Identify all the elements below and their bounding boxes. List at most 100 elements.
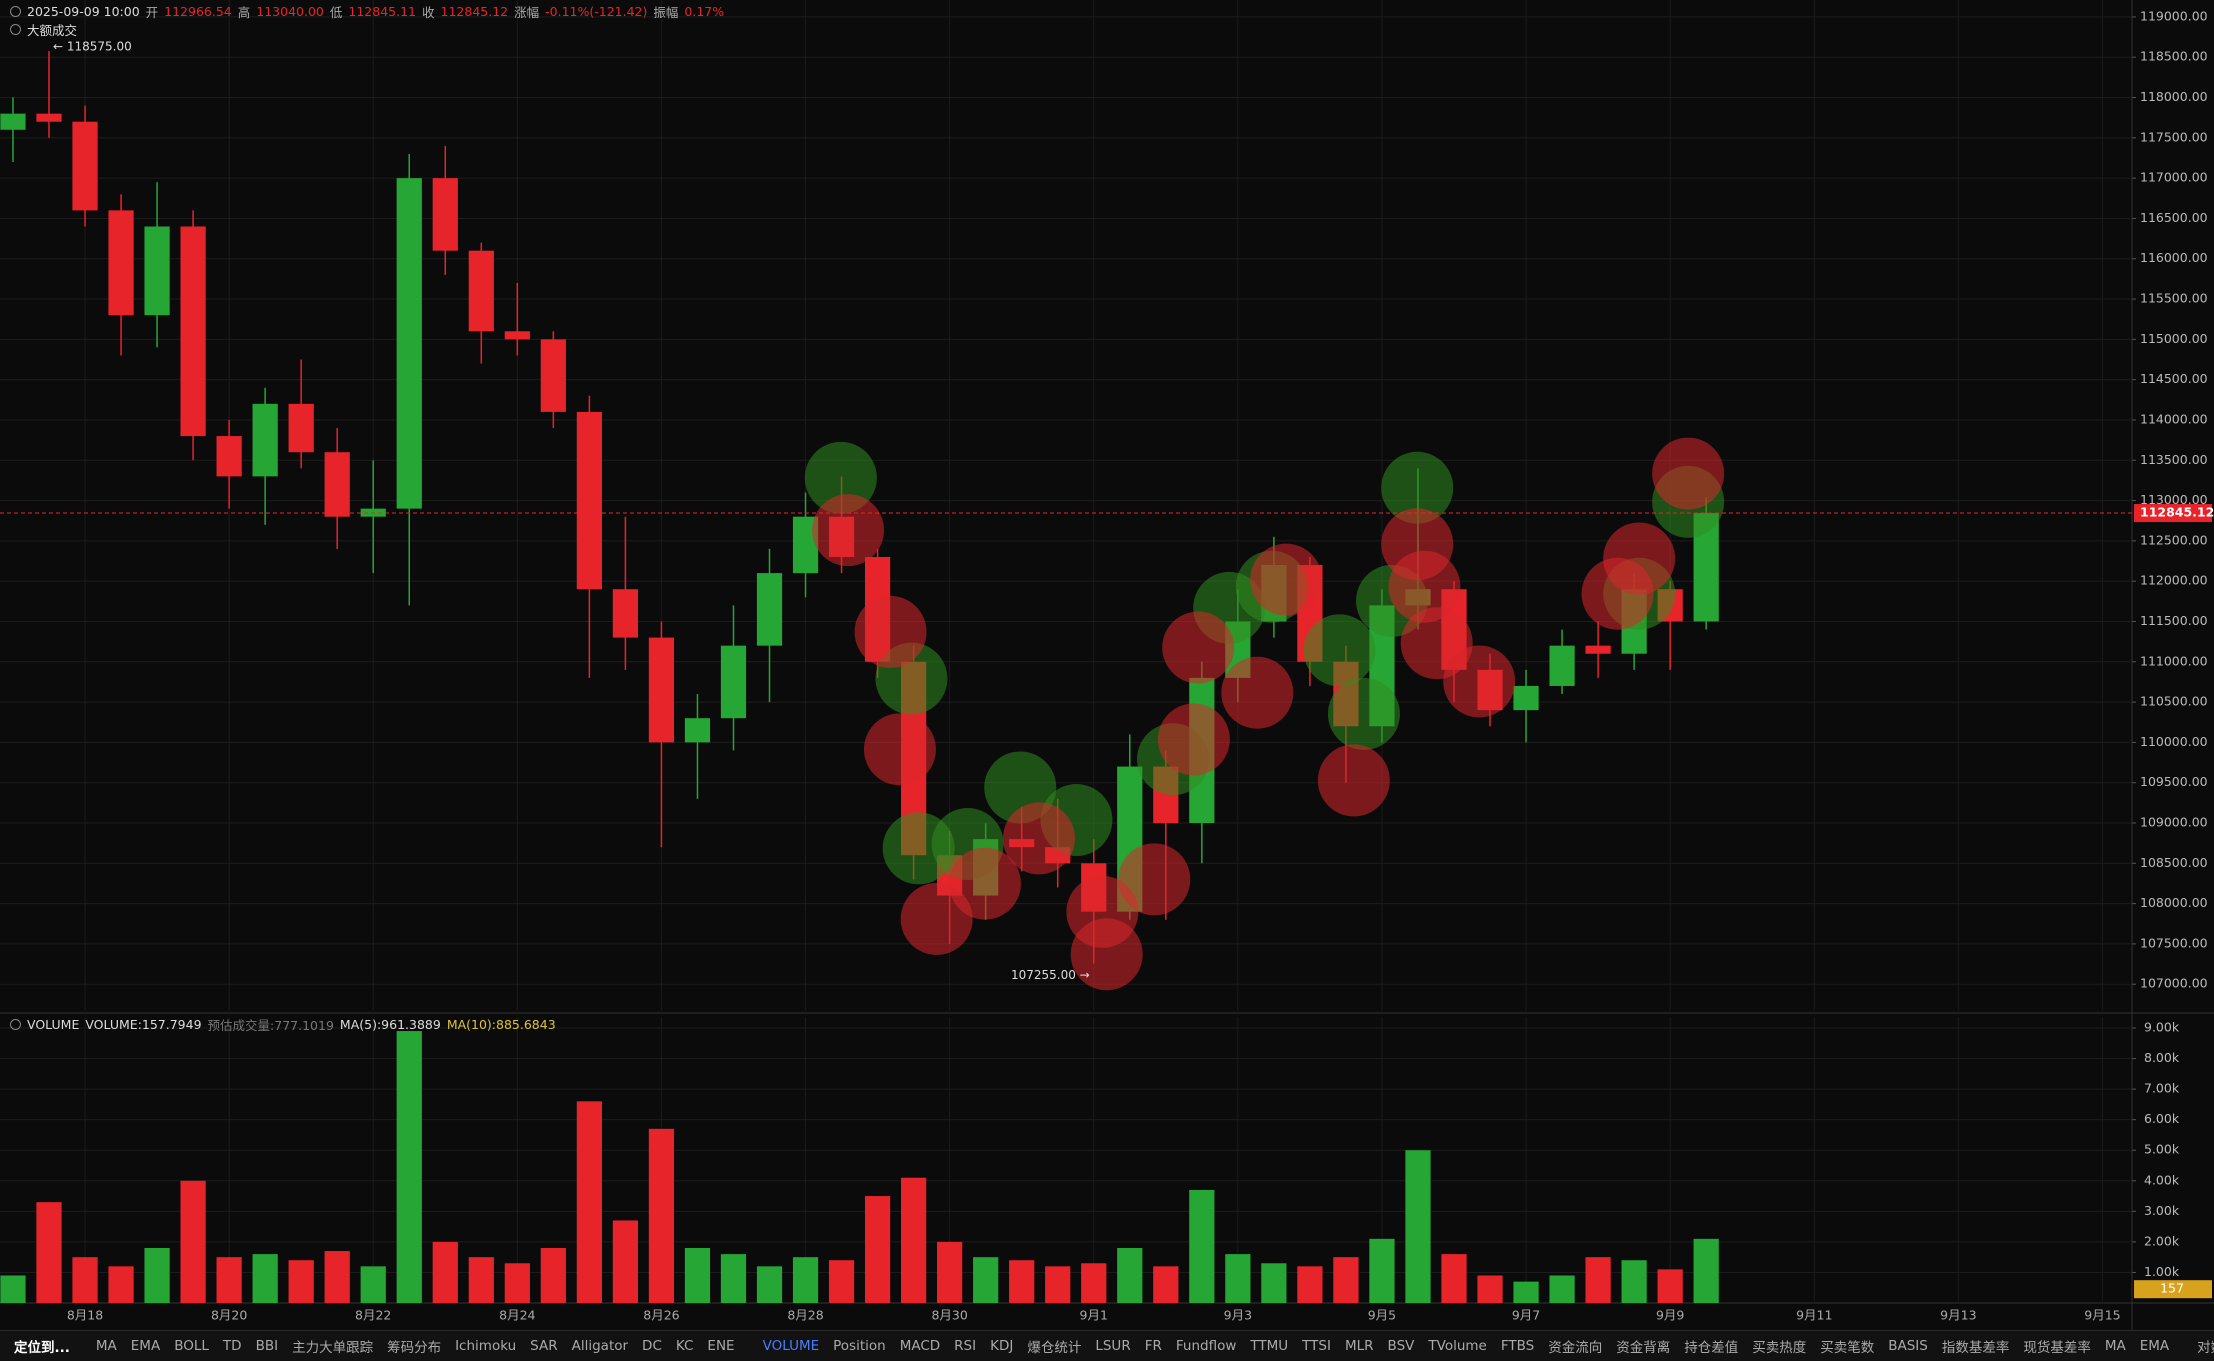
toolbar-item[interactable]: FR (1144, 1338, 1162, 1354)
collapse-icon[interactable] (10, 24, 21, 35)
volume-bar (612, 1220, 639, 1303)
toolbar-item[interactable]: MA (95, 1338, 117, 1354)
time: 2025-09-09 10:00 (27, 4, 140, 19)
background (0, 0, 2214, 1330)
toolbar-item[interactable]: MLR (1344, 1338, 1374, 1354)
x-tick-label: 8月26 (643, 1308, 679, 1323)
toolbar-item[interactable]: Ichimoku (455, 1338, 517, 1354)
candle-body (324, 452, 350, 517)
price-header: 2025-09-09 10:00 开 112966.54 高 113040.00 低… (10, 2, 724, 21)
toolbar-item[interactable]: LSUR (1095, 1338, 1131, 1354)
toolbar-item[interactable]: TD (222, 1338, 242, 1354)
y-tick-label: 114500.00 (2140, 371, 2208, 386)
label: 开 (145, 5, 159, 20)
toolbar-item[interactable]: BOLL (174, 1338, 209, 1354)
volume-bar (792, 1257, 819, 1303)
toolbar-item[interactable]: SAR (530, 1338, 558, 1354)
y-tick-label: 117000.00 (2140, 170, 2208, 185)
candle-body (252, 403, 278, 477)
volume-bar (1225, 1254, 1251, 1303)
volume-bar (1261, 1263, 1287, 1303)
toolbar-item[interactable]: 对数 (2197, 1340, 2214, 1356)
volume-bar (1117, 1248, 1143, 1303)
x-tick-label: 9月5 (1368, 1308, 1396, 1323)
volume-bar (1297, 1266, 1323, 1303)
volume-bar (1045, 1266, 1071, 1303)
last-price-tag (2134, 504, 2212, 523)
y-tick-label: 107000.00 (2140, 976, 2208, 991)
toolbar-item[interactable]: KDJ (990, 1338, 1014, 1354)
y-tick-label: 112000.00 (2140, 573, 2208, 588)
y-tick-label: 114000.00 (2140, 411, 2208, 426)
toolbar-item[interactable]: BSV (1387, 1338, 1415, 1354)
trade-bubble (1388, 550, 1461, 623)
volume-bar (1549, 1275, 1575, 1303)
volume-bar (576, 1101, 602, 1303)
trade-bubble (1317, 744, 1390, 817)
y-tick-label: 110000.00 (2140, 734, 2208, 749)
y-tick-label: 108500.00 (2140, 855, 2208, 870)
volume-bar (396, 1031, 422, 1303)
locate-button[interactable]: 定位到... (14, 1340, 70, 1356)
toolbar-item[interactable]: 资金背离 (1616, 1340, 1671, 1356)
volume-bar (1009, 1260, 1035, 1303)
label: 振幅 (653, 5, 679, 20)
toolbar-item[interactable]: MACD (899, 1338, 941, 1354)
toolbar-item[interactable]: BASIS (1888, 1338, 1928, 1354)
x-tick-label: 8月28 (787, 1308, 823, 1323)
volume-bar (180, 1180, 206, 1303)
toolbar-item[interactable]: TVolume (1428, 1338, 1487, 1354)
toolbar-item[interactable]: KC (675, 1338, 694, 1354)
volume-bar (468, 1257, 494, 1303)
toolbar-item[interactable]: BBI (255, 1338, 279, 1354)
toolbar-item[interactable]: Position (833, 1338, 886, 1354)
y-tick-label: 113500.00 (2140, 452, 2208, 467)
volume-bar (432, 1241, 458, 1303)
collapse-icon[interactable] (10, 1019, 21, 1030)
collapse-icon[interactable] (10, 6, 21, 17)
toolbar-item[interactable]: VOLUME (762, 1338, 820, 1354)
toolbar-item[interactable]: 持仓差值 (1684, 1340, 1739, 1356)
toolbar-item[interactable]: 筹码分布 (387, 1340, 442, 1356)
toolbar-item[interactable]: DC (642, 1338, 662, 1354)
x-tick-label: 8月20 (211, 1308, 247, 1323)
toolbar-item[interactable]: MA (2104, 1338, 2126, 1354)
toolbar-item[interactable]: ENE (707, 1338, 735, 1354)
label: 收 (422, 5, 435, 20)
last-price-label: 112845.12 (2140, 505, 2214, 520)
y-tick-label: 115000.00 (2140, 331, 2208, 346)
toolbar-item[interactable]: FTBS (1500, 1338, 1535, 1354)
x-tick-label: 8月18 (67, 1308, 103, 1323)
toolbar-item[interactable]: EMA (2139, 1338, 2170, 1354)
x-tick-label: 9月9 (1656, 1308, 1684, 1323)
candle-body (648, 637, 675, 743)
trade-bubble (1157, 703, 1230, 776)
candle-body (576, 411, 602, 590)
toolbar-item[interactable]: RSI (954, 1338, 977, 1354)
toolbar-item[interactable]: EMA (130, 1338, 161, 1354)
volume-bar (1693, 1238, 1719, 1303)
toolbar-item[interactable]: TTSI (1302, 1338, 1331, 1354)
candle-body (432, 178, 458, 251)
toolbar-item[interactable]: Alligator (571, 1338, 629, 1354)
candle-body (180, 226, 206, 437)
candle-body (468, 250, 494, 332)
toolbar-item[interactable]: 资金流向 (1548, 1340, 1603, 1356)
candle-body (72, 121, 98, 211)
toolbar-item[interactable]: 爆仓统计 (1027, 1340, 1082, 1356)
y-tick-label: 119000.00 (2140, 8, 2208, 23)
y-tick-label: 118500.00 (2140, 49, 2208, 64)
toolbar-item[interactable]: 买卖热度 (1752, 1340, 1807, 1356)
trade-bubble (1221, 656, 1294, 729)
toolbar-item[interactable]: 主力大单跟踪 (292, 1340, 374, 1356)
toolbar-item[interactable]: 指数基差率 (1941, 1340, 2010, 1356)
x-tick-label: 9月3 (1224, 1308, 1252, 1323)
candle-body (216, 436, 242, 477)
toolbar-item[interactable]: TTMU (1250, 1338, 1289, 1354)
toolbar-item[interactable]: 买卖笔数 (1820, 1340, 1875, 1356)
value: VOLUME:157.7949 (85, 1017, 202, 1032)
volume-bar (1441, 1254, 1467, 1303)
toolbar-item[interactable]: Fundflow (1175, 1338, 1237, 1354)
toolbar-item[interactable]: 现货基差率 (2023, 1340, 2091, 1356)
